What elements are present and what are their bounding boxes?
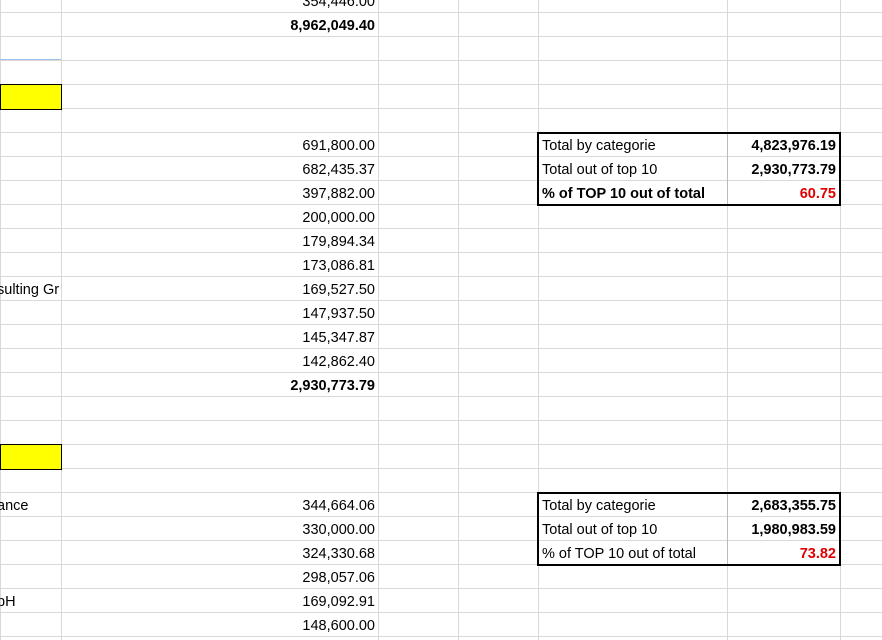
- amount-cell[interactable]: 354,446.00: [302, 0, 375, 10]
- grid-line: [0, 396, 882, 397]
- grid-line: [840, 0, 841, 640]
- summary-label[interactable]: Total by categorie: [542, 138, 656, 154]
- grid-line: [61, 0, 62, 640]
- grid-line: [0, 372, 882, 373]
- amount-cell[interactable]: 344,664.06: [302, 498, 375, 514]
- amount-cell[interactable]: 179,894.34: [302, 234, 375, 250]
- amount-cell[interactable]: 142,862.40: [302, 354, 375, 370]
- amount-cell[interactable]: 200,000.00: [302, 210, 375, 226]
- grid-line: [538, 0, 539, 640]
- amount-cell[interactable]: 682,435.37: [302, 162, 375, 178]
- grid-line: [0, 492, 882, 493]
- grid-line: [0, 12, 882, 13]
- summary-value[interactable]: 2,683,355.75: [751, 498, 836, 514]
- amount-cell[interactable]: 298,057.06: [302, 570, 375, 586]
- inner-line: [727, 492, 728, 564]
- summary-label[interactable]: Total by categorie: [542, 498, 656, 514]
- grid-line: [0, 348, 882, 349]
- summary-label[interactable]: Total out of top 10: [542, 522, 658, 538]
- grid-line: [0, 468, 882, 469]
- grid-line: [0, 156, 882, 157]
- selection-line: [0, 59, 61, 60]
- grid-line: [0, 252, 882, 253]
- grid-line: [0, 612, 882, 613]
- grid-line: [0, 204, 882, 205]
- summary-label[interactable]: Total out of top 10: [542, 162, 658, 178]
- grid-line: [0, 132, 882, 133]
- inner-line: [727, 132, 728, 204]
- amount-cell[interactable]: 330,000.00: [302, 522, 375, 538]
- amount-cell[interactable]: 397,882.00: [302, 186, 375, 202]
- grid-line: [727, 0, 728, 640]
- grid-line: [0, 564, 882, 565]
- grid-line: [458, 0, 459, 640]
- grid-line: [0, 420, 882, 421]
- amount-cell[interactable]: 8,962,049.40: [290, 18, 375, 34]
- summary-value[interactable]: 73.82: [799, 546, 836, 562]
- grid-line: [0, 0, 1, 640]
- grid-line: [0, 324, 882, 325]
- amount-cell[interactable]: 173,086.81: [302, 258, 375, 274]
- amount-cell[interactable]: 691,800.00: [302, 138, 375, 154]
- summary-value[interactable]: 60.75: [799, 186, 836, 202]
- name-cell[interactable]: ance: [0, 498, 29, 514]
- grid-line: [0, 636, 882, 637]
- grid-line: [0, 276, 882, 277]
- highlight-cell[interactable]: [0, 444, 62, 470]
- amount-cell[interactable]: 2,930,773.79: [290, 378, 375, 394]
- summary-value[interactable]: 2,930,773.79: [751, 162, 836, 178]
- summary-box: [537, 492, 841, 566]
- amount-cell[interactable]: 148,600.00: [302, 618, 375, 634]
- amount-cell[interactable]: 145,347.87: [302, 330, 375, 346]
- grid-line: [0, 108, 882, 109]
- grid-line: [0, 540, 882, 541]
- grid-line: [0, 588, 882, 589]
- grid-line: [0, 60, 882, 61]
- summary-value[interactable]: 4,823,976.19: [751, 138, 836, 154]
- grid-line: [0, 228, 882, 229]
- summary-label[interactable]: % of TOP 10 out of total: [542, 186, 705, 202]
- grid-line: [0, 444, 882, 445]
- name-cell[interactable]: sulting Gr: [0, 282, 60, 298]
- amount-cell[interactable]: 169,092.91: [302, 594, 375, 610]
- summary-value[interactable]: 1,980,983.59: [751, 522, 836, 538]
- grid-line: [0, 84, 882, 85]
- amount-cell[interactable]: 324,330.68: [302, 546, 375, 562]
- summary-box: [537, 132, 841, 206]
- name-cell[interactable]: bH: [0, 594, 16, 610]
- grid-line: [0, 516, 882, 517]
- summary-label[interactable]: % of TOP 10 out of total: [542, 546, 696, 562]
- amount-cell[interactable]: 147,937.50: [302, 306, 375, 322]
- highlight-cell[interactable]: [0, 84, 62, 110]
- grid-line: [0, 180, 882, 181]
- amount-cell[interactable]: 169,527.50: [302, 282, 375, 298]
- grid-line: [378, 0, 379, 640]
- grid-line: [0, 300, 882, 301]
- grid-line: [0, 36, 882, 37]
